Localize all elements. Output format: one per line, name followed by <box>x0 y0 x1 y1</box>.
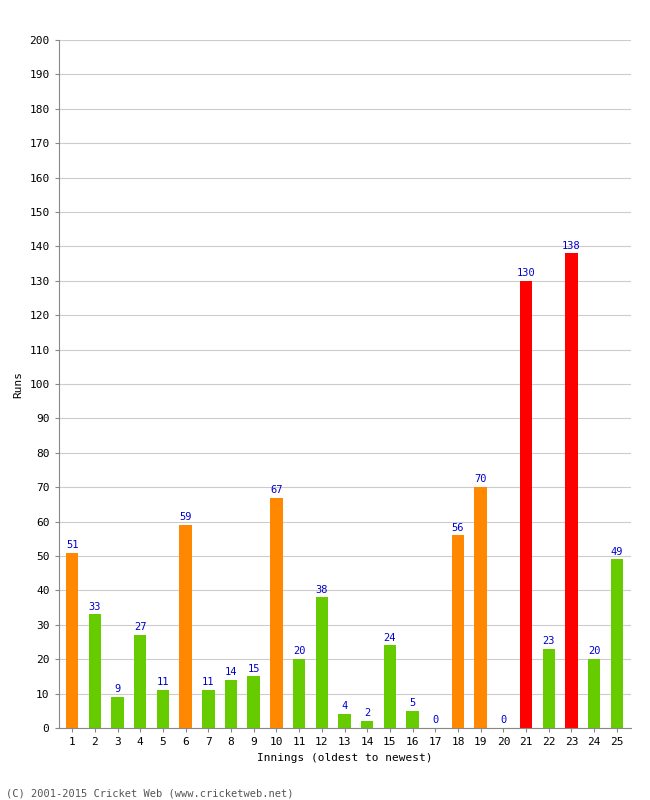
Text: 67: 67 <box>270 485 283 494</box>
Text: 130: 130 <box>517 268 536 278</box>
Text: 2: 2 <box>364 708 370 718</box>
Bar <box>543 649 555 728</box>
Bar <box>225 680 237 728</box>
Text: 0: 0 <box>500 715 506 726</box>
Text: 14: 14 <box>225 667 237 677</box>
Text: (C) 2001-2015 Cricket Web (www.cricketweb.net): (C) 2001-2015 Cricket Web (www.cricketwe… <box>6 788 294 798</box>
Bar <box>293 659 306 728</box>
Text: 11: 11 <box>202 678 215 687</box>
Bar <box>588 659 601 728</box>
Bar <box>88 614 101 728</box>
Bar <box>566 254 578 728</box>
Text: 24: 24 <box>384 633 396 642</box>
Text: 11: 11 <box>157 678 169 687</box>
Text: 23: 23 <box>543 636 555 646</box>
Text: 0: 0 <box>432 715 438 726</box>
Text: 15: 15 <box>248 664 260 674</box>
Text: 70: 70 <box>474 474 487 485</box>
Bar <box>406 710 419 728</box>
Bar <box>179 525 192 728</box>
Bar <box>202 690 215 728</box>
Text: 9: 9 <box>114 684 121 694</box>
Bar <box>66 553 79 728</box>
Text: 38: 38 <box>315 585 328 594</box>
Bar <box>111 697 124 728</box>
Text: 20: 20 <box>588 646 601 657</box>
Bar <box>361 721 374 728</box>
Text: 20: 20 <box>293 646 306 657</box>
Text: 59: 59 <box>179 512 192 522</box>
Bar <box>384 646 396 728</box>
Text: 49: 49 <box>610 546 623 557</box>
Text: 33: 33 <box>88 602 101 612</box>
Bar <box>520 281 532 728</box>
Bar <box>452 535 464 728</box>
Y-axis label: Runs: Runs <box>14 370 23 398</box>
Bar <box>338 714 351 728</box>
Text: 27: 27 <box>134 622 146 632</box>
Text: 4: 4 <box>341 702 348 711</box>
Bar <box>157 690 169 728</box>
Bar <box>610 559 623 728</box>
Text: 5: 5 <box>410 698 416 708</box>
Text: 138: 138 <box>562 241 581 250</box>
Bar <box>474 487 487 728</box>
X-axis label: Innings (oldest to newest): Innings (oldest to newest) <box>257 753 432 762</box>
Text: 51: 51 <box>66 540 79 550</box>
Bar <box>315 598 328 728</box>
Text: 56: 56 <box>452 522 464 533</box>
Bar <box>270 498 283 728</box>
Bar <box>134 635 146 728</box>
Bar <box>248 677 260 728</box>
